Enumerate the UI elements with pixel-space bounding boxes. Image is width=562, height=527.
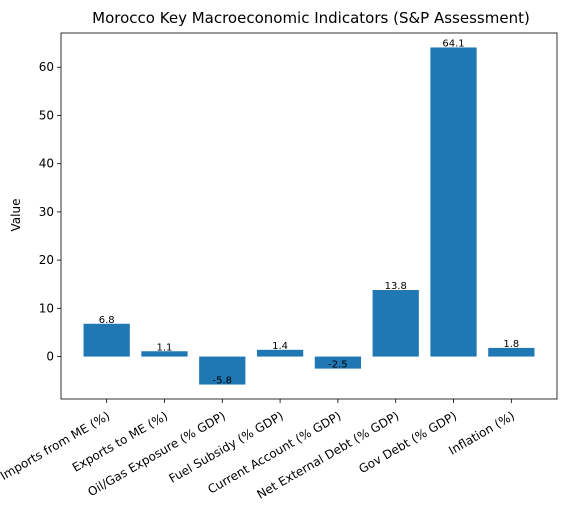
bar-7 <box>488 347 535 357</box>
bar-1 <box>141 351 188 357</box>
y-tick-label-3: 30 <box>39 205 54 219</box>
data-label-4: -2.5 <box>328 360 348 371</box>
y-tick-label-0: 0 <box>46 350 54 364</box>
bar-2 <box>199 356 246 385</box>
data-label-6: 64.1 <box>442 38 464 49</box>
y-tick-label-5: 50 <box>39 108 54 122</box>
y-tick-label-2: 20 <box>39 253 54 267</box>
chart-title: Morocco Key Macroeconomic Indicators (S&… <box>92 9 530 27</box>
plot-area: 6.8 1.1 -5.8 1.4 -2.5 13.8 64.1 1.8 0 10 20 30 40 50 6… <box>0 32 558 502</box>
plot-frame <box>60 32 558 400</box>
y-axis-label: Value <box>9 199 23 232</box>
bar-3 <box>256 349 304 357</box>
x-tick-label-7: Inflation (%) <box>446 409 517 458</box>
data-label-3: 1.4 <box>272 341 288 352</box>
x-tick-label-6: Gov Debt (% GDP) <box>356 409 459 476</box>
data-label-7: 1.8 <box>503 339 519 350</box>
bar-6 <box>430 47 477 357</box>
bar-5 <box>372 290 419 357</box>
data-label-5: 13.8 <box>385 281 407 292</box>
y-tick-label-1: 10 <box>39 301 54 315</box>
x-tick-label-0: Imports from ME (%) <box>0 409 112 483</box>
y-tick-label-6: 60 <box>39 60 54 74</box>
y-tick-label-4: 40 <box>39 157 54 171</box>
bar-0 <box>83 323 130 357</box>
bar-4 <box>314 356 362 369</box>
data-label-2: -5.8 <box>213 376 233 387</box>
data-label-0: 6.8 <box>99 315 115 326</box>
data-label-1: 1.1 <box>157 342 173 353</box>
x-tick-label-1: Exports to ME (%) <box>70 409 170 475</box>
